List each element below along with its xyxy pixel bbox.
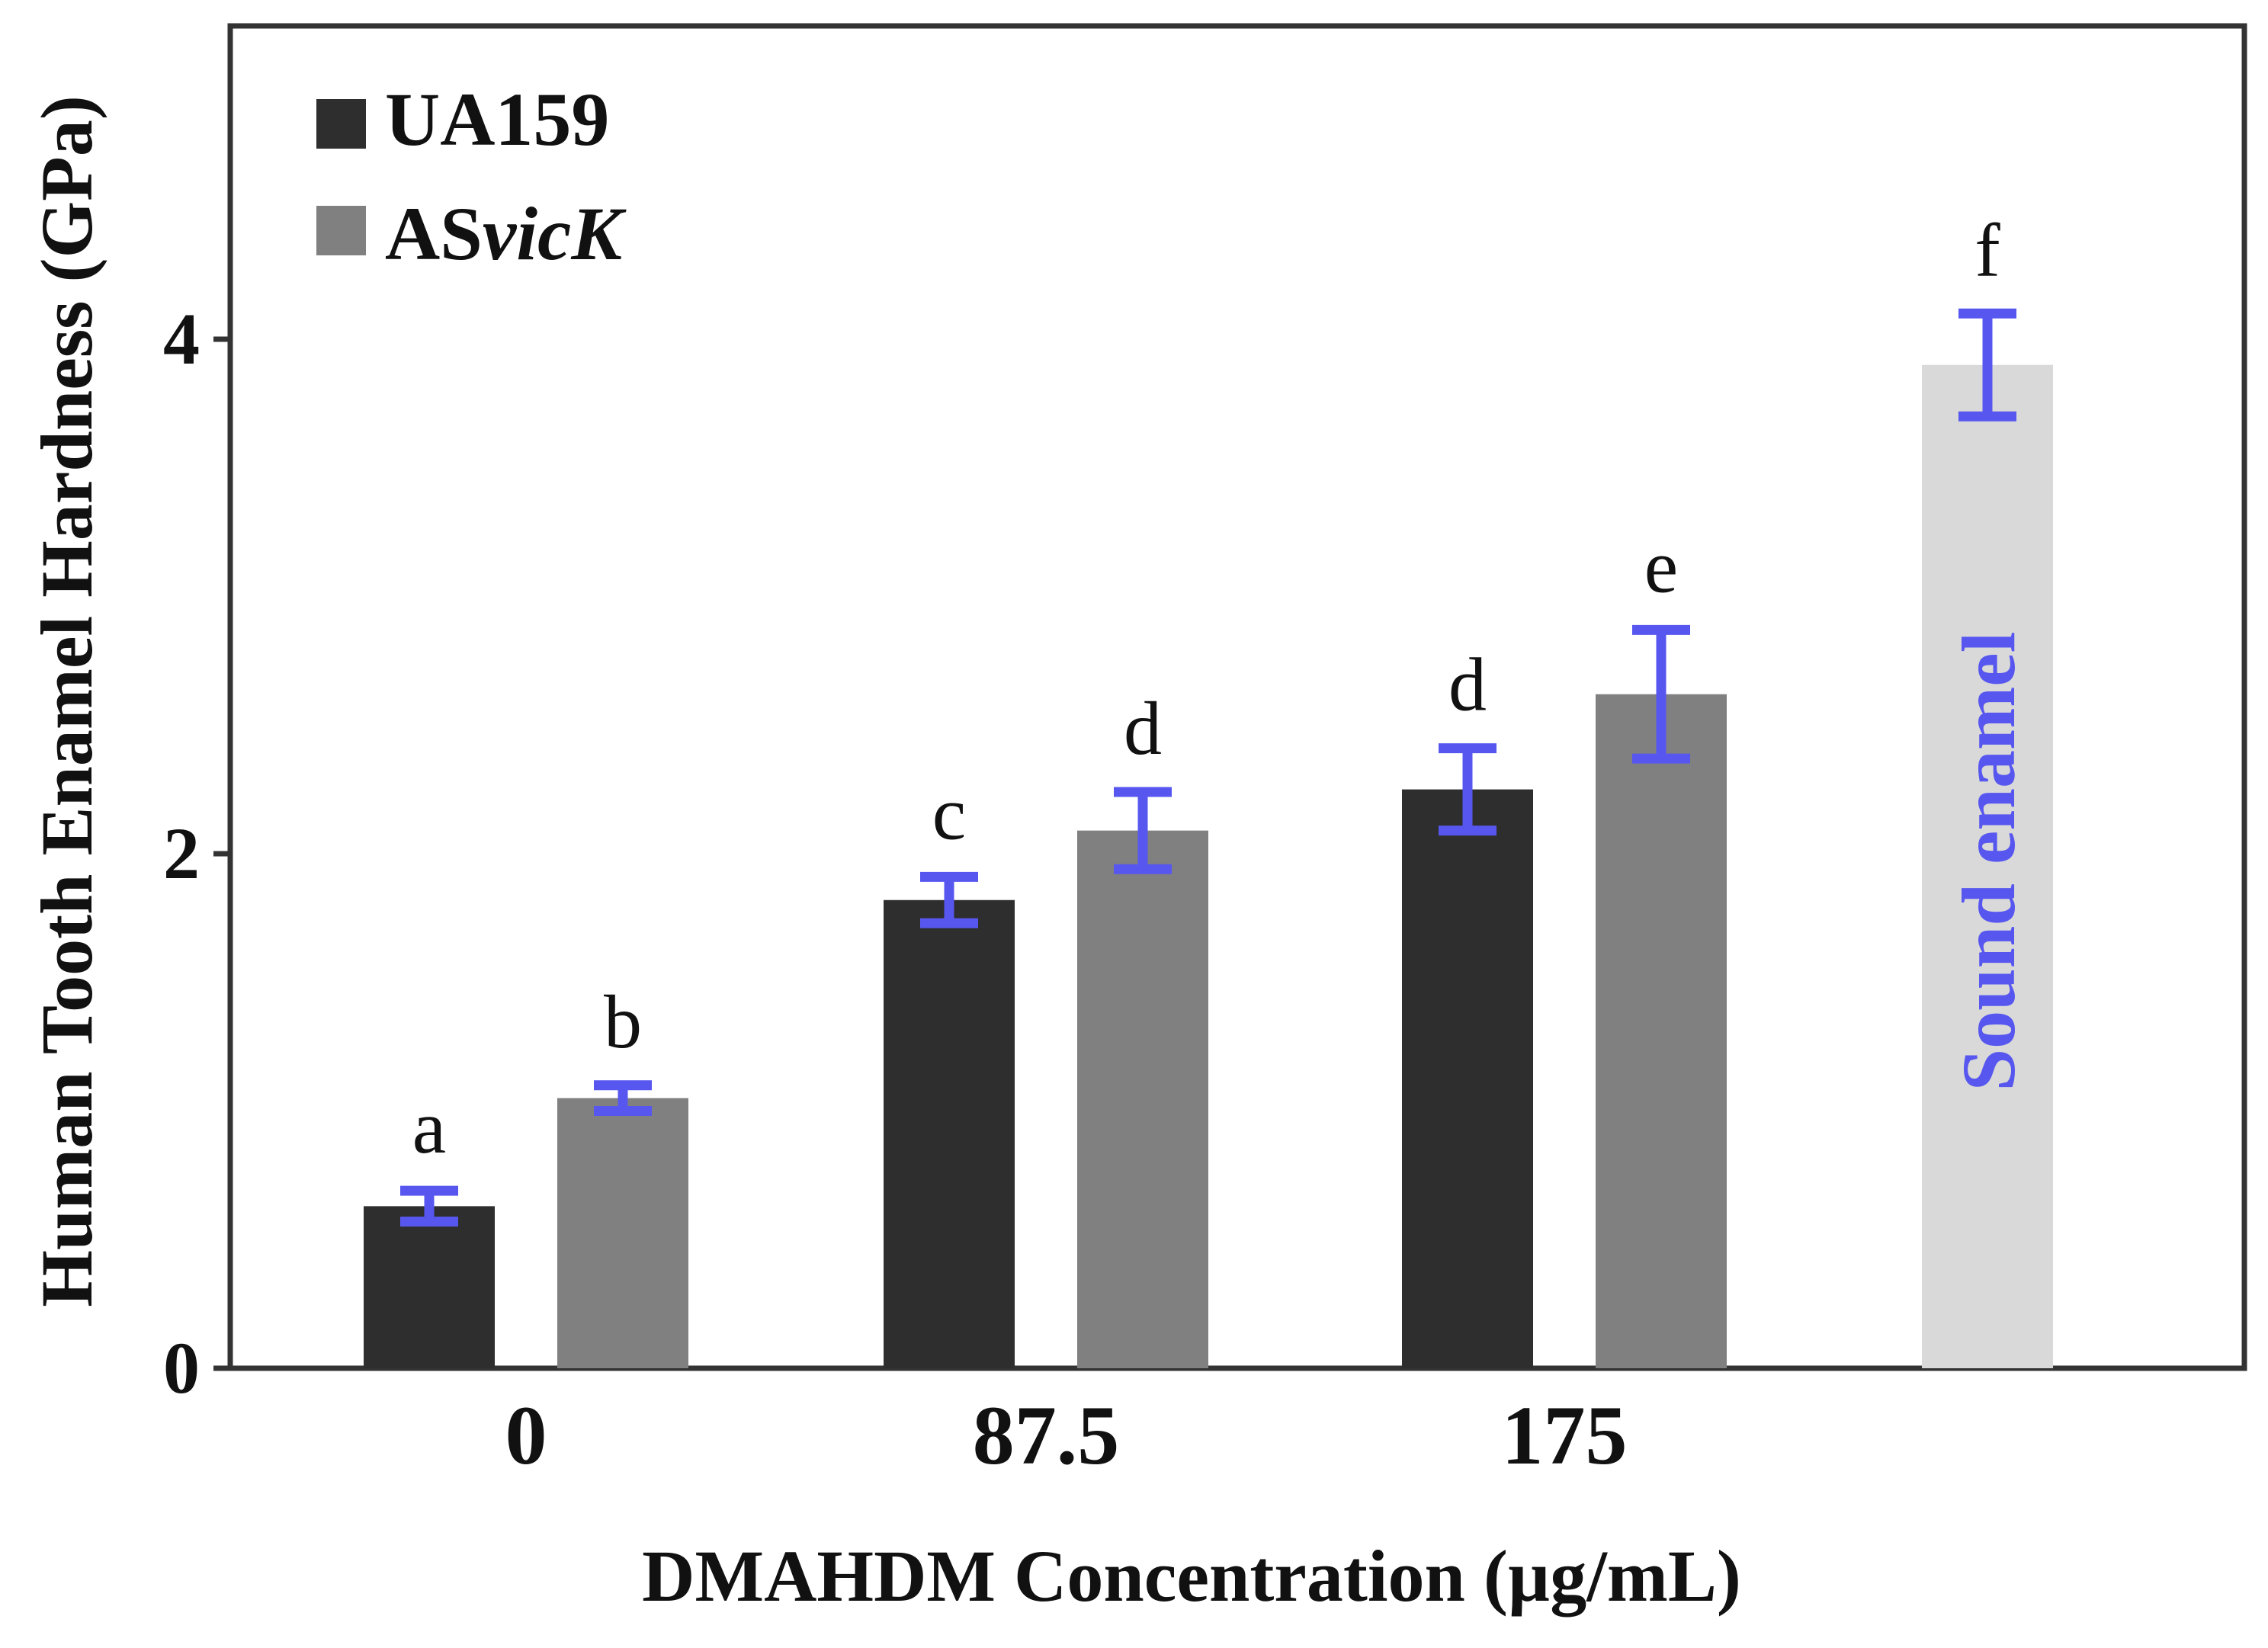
sig-letter-0-2: d <box>1448 643 1487 727</box>
legend-label-asvick-italic: vicK <box>483 191 627 276</box>
plot-frame <box>227 23 2247 1371</box>
bar-0-1 <box>884 899 1015 1368</box>
bar-1-1 <box>1077 830 1208 1368</box>
legend-swatch-asvick <box>316 206 366 255</box>
y-tick-label-2: 2 <box>163 813 200 894</box>
sound-enamel-bar <box>1922 364 2053 1368</box>
sig-letter-sound-enamel: f <box>1974 207 2000 292</box>
sound-enamel-label: Sound enamel <box>1946 632 2031 1092</box>
bar-1-0 <box>557 1098 688 1368</box>
bars-layer <box>364 308 2053 1368</box>
y-tick-label-0: 0 <box>163 1327 200 1409</box>
y-axis-title: Human Tooth Enamel Hardness (GPa) <box>26 95 107 1307</box>
error-bar-1-1 <box>1114 787 1172 874</box>
bar-0-0 <box>364 1206 495 1368</box>
sig-letter-1-1: d <box>1124 686 1162 771</box>
x-tick-label-0: 0 <box>505 1389 547 1482</box>
y-tick-label-4: 4 <box>163 298 200 380</box>
axis-ticks: 0 2 4 0 87.5 175 <box>163 298 1628 1482</box>
labels-layer: a c d b d e f Sound enamel <box>412 207 2031 1169</box>
legend-label-asvick: ASvicK <box>385 191 627 276</box>
sound-enamel-error-bar <box>1958 308 2016 422</box>
sig-letter-1-0: b <box>604 980 642 1064</box>
x-tick-label-2: 175 <box>1502 1389 1628 1482</box>
error-bar-0-0 <box>400 1185 458 1227</box>
x-tick-label-1: 87.5 <box>973 1389 1120 1482</box>
error-bar-1-2 <box>1632 624 1690 764</box>
legend-label-asvick-main: AS <box>385 191 483 276</box>
sig-letter-0-1: c <box>932 771 966 855</box>
error-bar-1-0 <box>594 1080 652 1116</box>
legend: UA159 ASvicK <box>316 77 627 276</box>
error-bar-0-2 <box>1439 743 1496 836</box>
error-bar-0-1 <box>920 871 978 928</box>
legend-label-ua159: UA159 <box>385 77 609 162</box>
bar-0-2 <box>1402 789 1533 1368</box>
bar-1-2 <box>1596 694 1727 1368</box>
x-axis-title: DMAHDM Concentration (µg/mL) <box>642 1535 1741 1617</box>
sig-letter-0-0: a <box>412 1085 446 1169</box>
sig-letter-1-2: e <box>1644 524 1678 608</box>
legend-swatch-ua159 <box>316 99 366 149</box>
